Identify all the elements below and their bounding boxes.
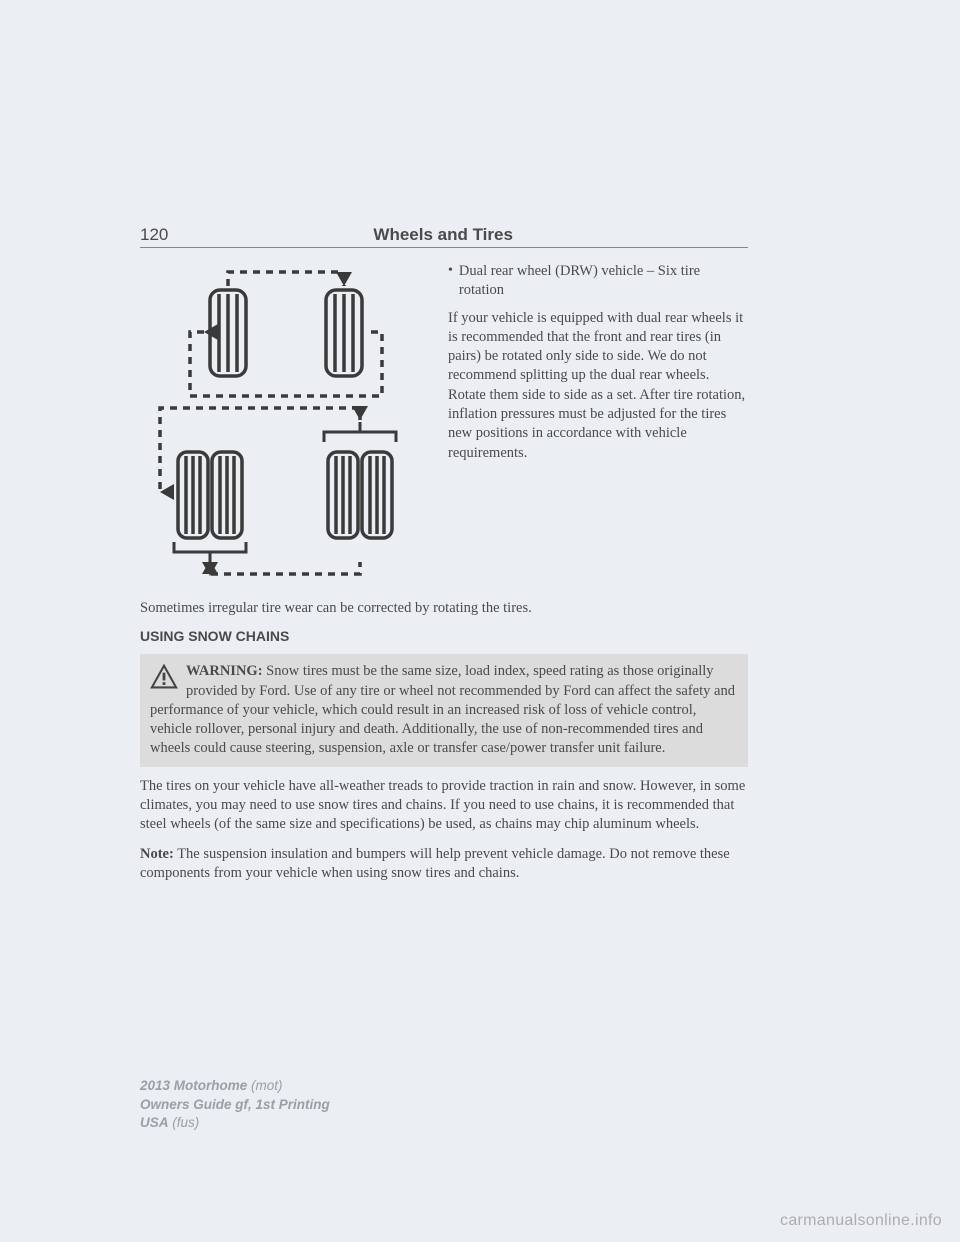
footer-line-1: 2013 Motorhome (mot) (140, 1077, 330, 1095)
footer-model: 2013 Motorhome (140, 1078, 247, 1093)
page-header: 120 Wheels and Tires (140, 225, 748, 248)
warning-triangle-icon (150, 664, 178, 696)
warning-label: WARNING: (186, 663, 263, 679)
section-heading-snow-chains: USING SNOW CHAINS (140, 628, 748, 644)
after-warning-paragraph: The tires on your vehicle have all-weath… (140, 777, 748, 835)
warning-text: WARNING: Snow tires must be the same siz… (150, 663, 735, 756)
footer-block: 2013 Motorhome (mot) Owners Guide gf, 1s… (140, 1077, 330, 1132)
page-content: 120 Wheels and Tires (140, 225, 748, 893)
warning-box: WARNING: Snow tires must be the same siz… (140, 654, 748, 766)
sometimes-paragraph: Sometimes irregular tire wear can be cor… (140, 599, 748, 618)
bullet-label: Dual rear wheel (DRW) vehicle – Six tire… (459, 262, 748, 301)
rotation-paragraph: If your vehicle is equipped with dual re… (448, 309, 748, 463)
footer-model-code: (mot) (251, 1078, 283, 1093)
note-body: The suspension insulation and bumpers wi… (140, 846, 730, 881)
page-number: 120 (140, 225, 168, 245)
diagram-svg (140, 262, 432, 580)
chapter-title: Wheels and Tires (373, 225, 543, 245)
footer-guide: Owners Guide gf, 1st Printing (140, 1097, 330, 1112)
footer-region: USA (140, 1115, 169, 1130)
note-paragraph: Note: The suspension insulation and bump… (140, 845, 748, 884)
footer-line-3: USA (fus) (140, 1114, 330, 1132)
bullet-dot-icon: • (448, 262, 453, 301)
bullet-item: • Dual rear wheel (DRW) vehicle – Six ti… (448, 262, 748, 301)
top-block: • Dual rear wheel (DRW) vehicle – Six ti… (140, 262, 748, 585)
footer-line-2: Owners Guide gf, 1st Printing (140, 1096, 330, 1114)
watermark-text: carmanualsonline.info (780, 1212, 942, 1230)
footer-region-code: (fus) (172, 1115, 199, 1130)
top-text-column: • Dual rear wheel (DRW) vehicle – Six ti… (448, 262, 748, 585)
note-label: Note: (140, 846, 174, 862)
tire-rotation-diagram (140, 262, 432, 585)
